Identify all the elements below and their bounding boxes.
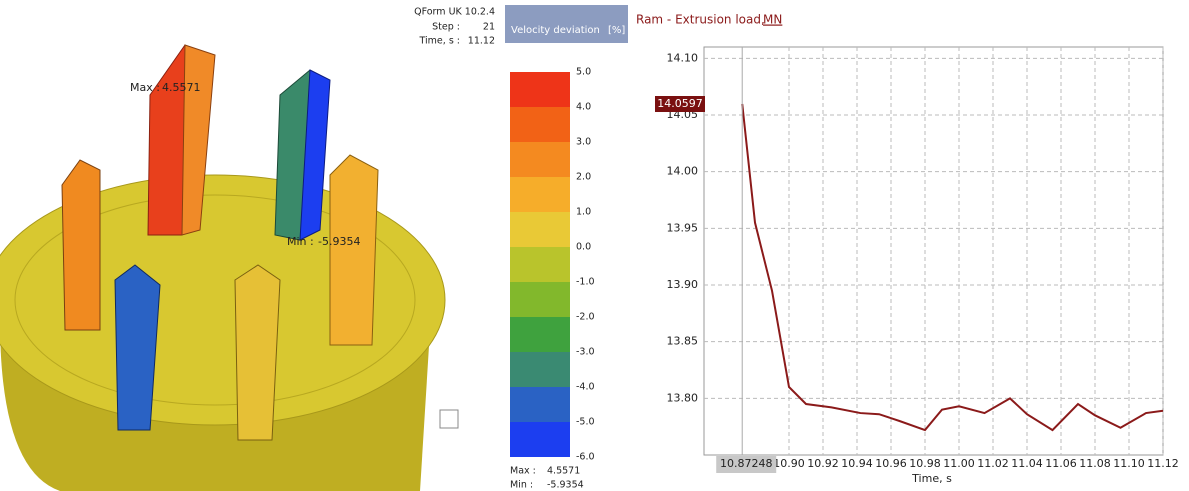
legend-unit: [%] bbox=[608, 25, 625, 36]
x-tick-label: 11.12 bbox=[1147, 457, 1179, 470]
x-tick-label: 11.02 bbox=[977, 457, 1009, 470]
x-axis-label: Time, s bbox=[911, 472, 952, 485]
y-tick-label: 14.00 bbox=[667, 165, 699, 178]
legend-band bbox=[510, 177, 570, 212]
legend-min-label: Min : bbox=[510, 480, 533, 491]
x-tick-label: 10.94 bbox=[841, 457, 873, 470]
legend-tick-label: 4.0 bbox=[576, 102, 591, 113]
cursor-x-label: 10.87248 bbox=[720, 457, 773, 470]
legend-tick-label: -2.0 bbox=[576, 312, 595, 323]
legend-band bbox=[510, 107, 570, 142]
legend-band bbox=[510, 422, 570, 457]
y-tick-label: 13.85 bbox=[667, 335, 699, 348]
y-tick-label: 13.80 bbox=[667, 391, 699, 404]
legend-max-label: Max : bbox=[510, 466, 536, 477]
legend-tick-label: 3.0 bbox=[576, 137, 591, 148]
chart-title: Ram - Extrusion load, bbox=[636, 13, 765, 27]
profile-left bbox=[62, 160, 100, 330]
legend-tick-label: 5.0 bbox=[576, 67, 591, 78]
time-label: Time, s : bbox=[419, 36, 460, 47]
legend-min-value: -5.9354 bbox=[547, 480, 584, 491]
chart-title-unit: MN bbox=[763, 13, 782, 27]
y-tick-label: 13.95 bbox=[667, 221, 699, 234]
legend-title: Velocity deviation bbox=[511, 25, 600, 36]
x-tick-label: 11.04 bbox=[1011, 457, 1043, 470]
y-tick-label: 14.10 bbox=[667, 51, 699, 64]
legend-band bbox=[510, 387, 570, 422]
legend-band bbox=[510, 317, 570, 352]
min-label: Min : bbox=[287, 235, 314, 248]
max-value: 4.5571 bbox=[162, 81, 201, 94]
step-label: Step : bbox=[432, 22, 460, 33]
legend-band bbox=[510, 247, 570, 282]
plot-area bbox=[704, 47, 1163, 455]
x-tick-label: 10.96 bbox=[875, 457, 907, 470]
legend-tick-label: 1.0 bbox=[576, 207, 591, 218]
y-tick-label: 13.90 bbox=[667, 278, 699, 291]
step-value: 21 bbox=[483, 22, 495, 33]
legend-max-value: 4.5571 bbox=[547, 466, 580, 477]
x-tick-label: 11.08 bbox=[1079, 457, 1111, 470]
axis-cube bbox=[440, 410, 458, 428]
legend-tick-label: -1.0 bbox=[576, 277, 595, 288]
profile-front bbox=[235, 265, 280, 440]
cursor-y-label: 14.0597 bbox=[657, 97, 703, 110]
max-label: Max : bbox=[130, 81, 160, 94]
legend-tick-label: -6.0 bbox=[576, 452, 595, 463]
time-value: 11.12 bbox=[468, 36, 495, 47]
legend-tick-label: -4.0 bbox=[576, 382, 595, 393]
legend-tick-label: -5.0 bbox=[576, 417, 595, 428]
legend-tick-label: -3.0 bbox=[576, 347, 595, 358]
legend-band bbox=[510, 352, 570, 387]
legend-band bbox=[510, 282, 570, 317]
viewport-3d: Max : 4.5571 Min : -5.9354 bbox=[0, 45, 458, 491]
legend-band bbox=[510, 212, 570, 247]
legend-tick-label: 0.0 bbox=[576, 242, 591, 253]
x-tick-label: 10.90 bbox=[773, 457, 805, 470]
legend-tick-label: 2.0 bbox=[576, 172, 591, 183]
x-tick-label: 11.10 bbox=[1113, 457, 1145, 470]
x-tick-label: 11.06 bbox=[1045, 457, 1077, 470]
x-tick-label: 10.92 bbox=[807, 457, 839, 470]
legend-band bbox=[510, 72, 570, 107]
legend-header bbox=[505, 5, 628, 43]
x-tick-label: 10.98 bbox=[909, 457, 941, 470]
app-version: QForm UK 10.2.4 bbox=[414, 7, 495, 18]
x-tick-label: 11.00 bbox=[943, 457, 975, 470]
min-value: -5.9354 bbox=[318, 235, 360, 248]
app-screen: Max : 4.5571 Min : -5.9354 QForm UK 10.2… bbox=[0, 0, 1189, 491]
profile-right bbox=[330, 155, 378, 345]
legend-band bbox=[510, 142, 570, 177]
